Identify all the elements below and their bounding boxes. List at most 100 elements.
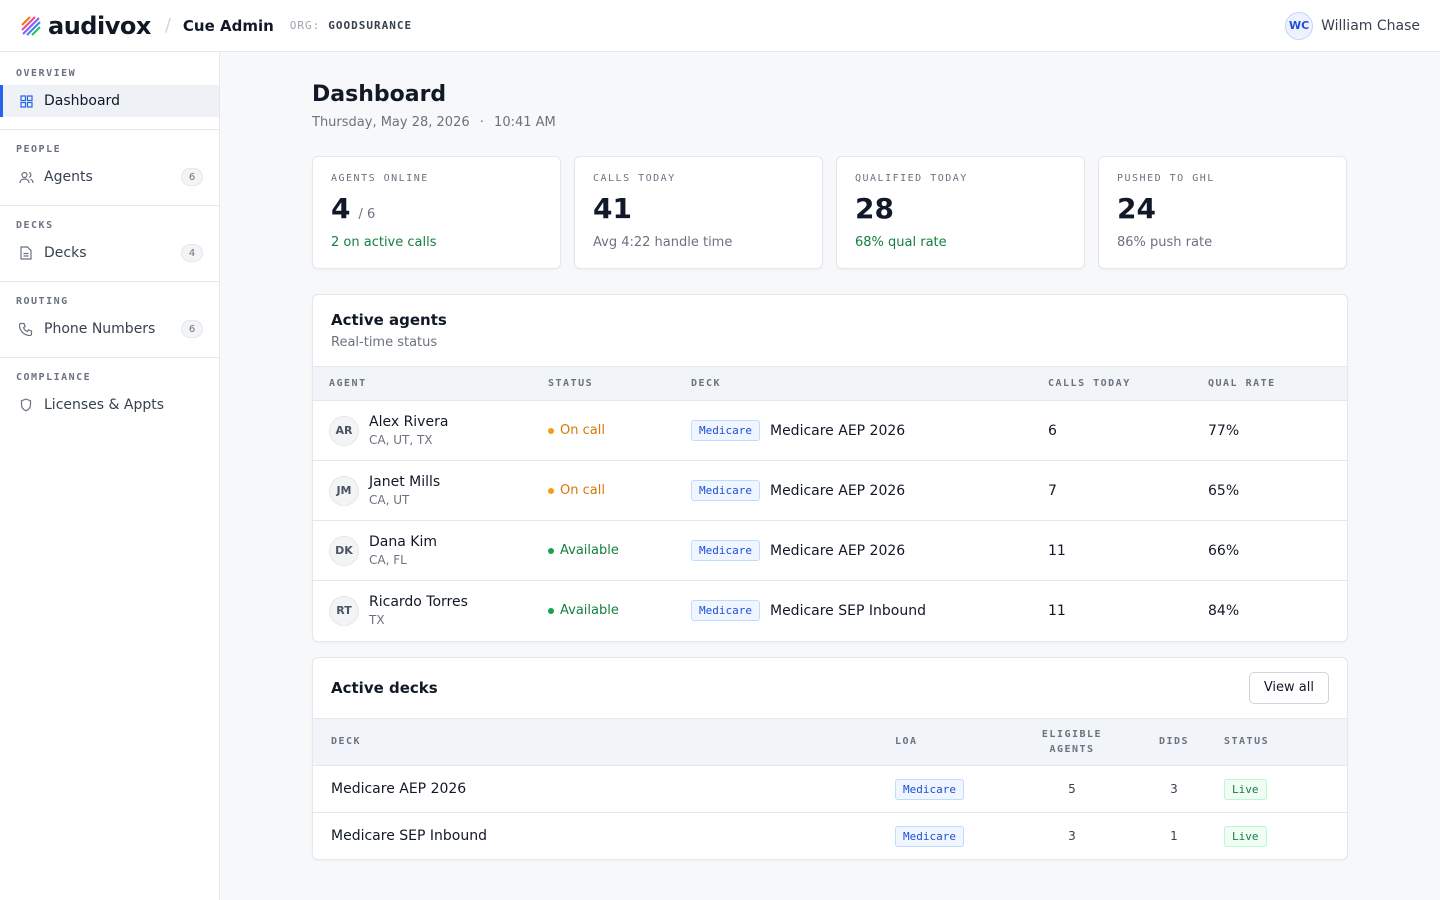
stat-card-calls-today: CALLS TODAY 41 Avg 4:22 handle time <box>574 156 823 269</box>
agent-cell: AR Alex Rivera CA, UT, TX <box>329 414 548 447</box>
table-row[interactable]: DK Dana Kim CA, FL Available Medicare Med… <box>313 520 1347 581</box>
loa-tag: Medicare <box>895 825 964 847</box>
status-indicator: On call <box>548 483 691 498</box>
active-decks-table: DECK LOA ELIGIBLE AGENTS DIDS STATUS Medi… <box>313 717 1347 860</box>
sidebar-item-label: Licenses & Appts <box>44 397 165 413</box>
column-header[interactable]: STATUS <box>1224 717 1347 766</box>
status-text: Available <box>560 543 619 558</box>
nav-section-decks: DECKS Decks 4 <box>0 206 219 282</box>
table-row[interactable]: Medicare AEP 2026 Medicare 5 3 Live <box>313 765 1347 813</box>
status-badge: Live <box>1224 825 1267 847</box>
status-indicator: On call <box>548 423 691 438</box>
loa-tag: Medicare <box>691 480 760 501</box>
sidebar-item-agents[interactable]: Agents 6 <box>0 161 219 193</box>
sidebar-item-decks[interactable]: Decks 4 <box>0 237 219 269</box>
status-badge: Live <box>1224 778 1267 800</box>
dids-count: 1 <box>1170 828 1178 843</box>
table-header-row: DECK LOA ELIGIBLE AGENTS DIDS STATUS <box>313 717 1347 766</box>
stat-number: 4 <box>331 192 351 225</box>
stat-value: 41 <box>593 192 632 225</box>
org-label: ORG: <box>289 19 321 32</box>
deck-cell: Medicare Medicare AEP 2026 <box>691 480 1048 501</box>
calls-today: 11 <box>1048 520 1208 581</box>
table-row[interactable]: RT Ricardo Torres TX Available Medicare M… <box>313 581 1347 641</box>
avatar: DK <box>329 535 359 566</box>
sidebar-item-label: Decks <box>44 245 87 261</box>
status-text: On call <box>560 423 605 438</box>
brand-name: audivox <box>48 11 151 40</box>
loa-tag: Medicare <box>691 540 760 561</box>
nav-heading: DECKS <box>16 220 54 231</box>
agent-name: Ricardo Torres <box>369 594 468 611</box>
column-header[interactable]: CALLS TODAY <box>1048 366 1208 401</box>
sidebar-item-phone-numbers[interactable]: Phone Numbers 6 <box>0 313 219 345</box>
view-all-button[interactable]: View all <box>1248 671 1329 704</box>
column-header[interactable]: AGENT <box>313 366 548 401</box>
column-header[interactable]: ELIGIBLE AGENTS <box>1020 717 1124 766</box>
column-header[interactable]: STATUS <box>548 366 691 401</box>
agent-states: CA, UT <box>369 493 410 507</box>
table-row[interactable]: JM Janet Mills CA, UT On call Medicare Me… <box>313 460 1347 521</box>
sidebar-item-label: Agents <box>44 169 93 185</box>
card-header: Active decks View all <box>313 658 1347 718</box>
table-row[interactable]: Medicare SEP Inbound Medicare 3 1 Live <box>313 812 1347 859</box>
eligible-agents: 3 <box>1068 828 1076 843</box>
agent-cell: RT Ricardo Torres TX <box>329 594 548 627</box>
status-dot-icon <box>548 427 554 434</box>
qual-rate: 84% <box>1208 602 1240 619</box>
deck-cell: Medicare Medicare SEP Inbound <box>691 600 1048 622</box>
status-dot-icon <box>548 487 554 494</box>
agent-states: CA, FL <box>369 553 407 567</box>
page-datetime: Thursday, May 28, 2026 · 10:41 AM <box>312 115 1348 130</box>
nav-heading: ROUTING <box>16 296 69 307</box>
user-avatar: WC <box>1285 11 1314 40</box>
stat-value: 24 <box>1117 192 1156 225</box>
column-header[interactable]: DECK <box>313 717 895 766</box>
qual-rate: 77% <box>1208 400 1347 461</box>
deck-cell: Medicare Medicare AEP 2026 <box>691 420 1048 441</box>
stat-card-agents-online: AGENTS ONLINE 4 / 6 2 on active calls <box>312 156 561 269</box>
status-dot-icon <box>548 547 554 554</box>
stat-label: QUALIFIED TODAY <box>855 173 968 184</box>
qual-rate: 65% <box>1208 460 1347 521</box>
card-title: Active decks <box>331 678 438 697</box>
column-header[interactable]: LOA <box>895 717 1020 766</box>
grid-icon <box>18 93 34 109</box>
column-header[interactable]: QUAL RATE <box>1208 366 1347 401</box>
table-header-row: AGENT STATUS DECK CALLS TODAY QUAL RATE <box>313 366 1347 401</box>
shield-icon <box>18 397 34 413</box>
sidebar-item-licenses[interactable]: Licenses & Appts <box>0 389 219 421</box>
brand-logo[interactable]: audivox <box>20 12 151 40</box>
app-name: Cue Admin <box>182 16 274 35</box>
main-content: Dashboard Thursday, May 28, 2026 · 10:41… <box>312 52 1348 860</box>
stat-label: AGENTS ONLINE <box>331 173 429 184</box>
qual-rate: 66% <box>1208 520 1347 581</box>
avatar: AR <box>329 415 359 446</box>
stat-note: 68% qual rate <box>855 235 947 250</box>
table-row[interactable]: AR Alex Rivera CA, UT, TX On call Medica… <box>313 400 1347 461</box>
breadcrumb-separator: / <box>164 15 171 36</box>
agent-cell: JM Janet Mills CA, UT <box>329 474 548 507</box>
eligible-agents: 5 <box>1020 765 1124 813</box>
active-decks-card: Active decks View all DECK LOA ELIGIBLE A… <box>312 656 1348 860</box>
nav-heading: OVERVIEW <box>16 68 77 79</box>
status-indicator: Available <box>548 543 691 558</box>
stat-value: 4 / 6 <box>331 192 542 225</box>
column-header[interactable]: DIDS <box>1124 717 1224 766</box>
count-badge: 6 <box>181 168 203 186</box>
user-menu[interactable]: WC William Chase <box>1285 11 1420 40</box>
page-title: Dashboard <box>312 82 447 107</box>
card-title: Active agents <box>331 311 447 329</box>
status-text: Available <box>560 603 619 619</box>
agent-name: Dana Kim <box>369 534 437 550</box>
calls-today: 6 <box>1048 400 1208 461</box>
stat-label: CALLS TODAY <box>593 173 676 184</box>
stat-label: PUSHED TO GHL <box>1117 173 1215 184</box>
column-header-line: AGENTS <box>1049 743 1095 755</box>
stat-note: 2 on active calls <box>331 235 437 250</box>
column-header[interactable]: DECK <box>691 366 1048 401</box>
page-time: 10:41 AM <box>494 115 556 130</box>
sidebar-item-dashboard[interactable]: Dashboard <box>0 85 219 117</box>
column-header-line: ELIGIBLE <box>1041 728 1103 740</box>
nav-section-routing: ROUTING Phone Numbers 6 <box>0 282 219 358</box>
